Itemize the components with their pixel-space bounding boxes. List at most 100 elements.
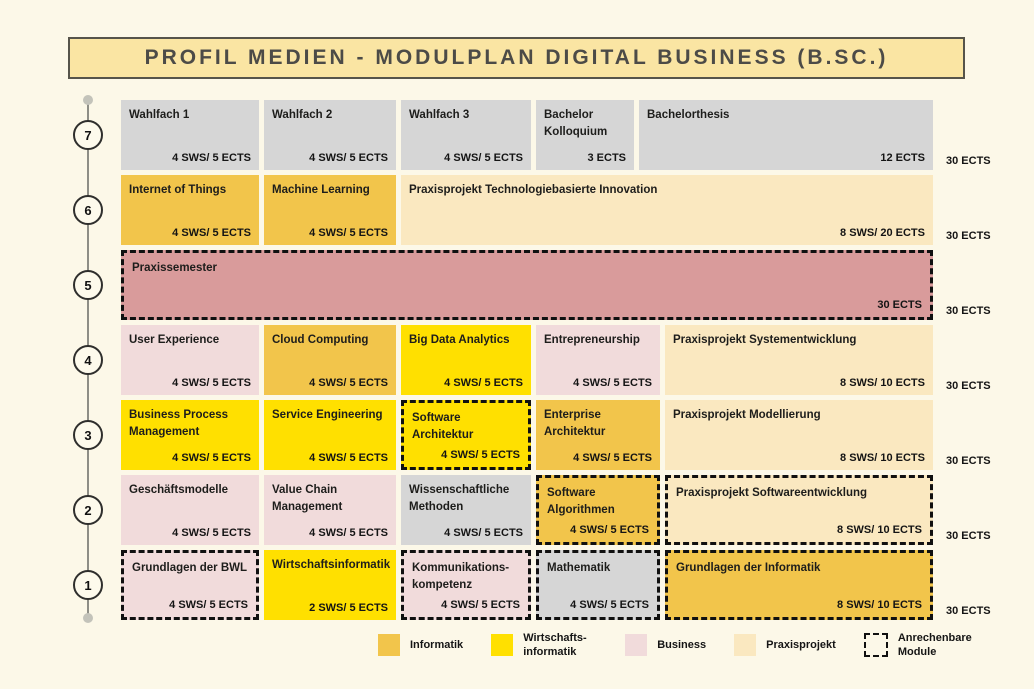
module-credits: 8 SWS/ 10 ECTS (840, 377, 925, 389)
module-title: Praxisprojekt Softwareentwicklung (676, 487, 868, 499)
title-banner: PROFIL MEDIEN - MODULPLAN DIGITAL BUSINE… (68, 37, 965, 79)
module-kommunikationskompetenz: Kommunikations-kompetenz 4 SWS/ 5 ECTS (401, 550, 531, 620)
module-title: Software Algorithmen (547, 487, 615, 516)
module-credits: 4 SWS/ 5 ECTS (444, 152, 523, 164)
module-wahlfach-1: Wahlfach 1 4 SWS/ 5 ECTS (121, 100, 259, 170)
semester-7-total: 30 ECTS (946, 155, 991, 167)
semester-row-7: Wahlfach 1 4 SWS/ 5 ECTS Wahlfach 2 4 SW… (121, 100, 933, 170)
module-title: Grundlagen der Informatik (676, 562, 821, 574)
module-wahlfach-2: Wahlfach 2 4 SWS/ 5 ECTS (264, 100, 396, 170)
wirtschaftsinformatik-swatch-icon (491, 634, 514, 657)
legend-item-wirtschaftsinformatik: Wirtschafts- informatik (491, 631, 597, 660)
module-machine-learning: Machine Learning 4 SWS/ 5 ECTS (264, 175, 396, 245)
module-title: Bachelor Kolloquium (544, 109, 608, 138)
semester-marker-4: 4 (73, 345, 103, 375)
module-credits: 3 ECTS (587, 152, 626, 164)
module-title: User Experience (129, 334, 220, 346)
module-credits: 4 SWS/ 5 ECTS (172, 452, 251, 464)
anrechenbare-module-swatch-icon (863, 633, 888, 658)
semester-marker-1: 1 (73, 570, 103, 600)
semester-row-1: Grundlagen der BWL 4 SWS/ 5 ECTS Wirtsch… (121, 550, 933, 620)
semester-row-2: Geschäftsmodelle 4 SWS/ 5 ECTS Value Cha… (121, 475, 933, 545)
legend-label: Informatik (410, 639, 464, 652)
legend-item-informatik: Informatik (378, 634, 464, 657)
module-title: Value Chain Management (272, 484, 343, 513)
module-credits: 4 SWS/ 5 ECTS (444, 377, 523, 389)
semester-3-total: 30 ECTS (946, 455, 991, 467)
module-entrepreneurship: Entrepreneurship 4 SWS/ 5 ECTS (536, 325, 660, 395)
module-geschaeftsmodelle: Geschäftsmodelle 4 SWS/ 5 ECTS (121, 475, 259, 545)
module-title: Praxisprojekt Technologiebasierte Innova… (409, 184, 658, 196)
module-credits: 4 SWS/ 5 ECTS (441, 599, 520, 611)
module-title: Cloud Computing (272, 334, 369, 346)
legend-item-praxisprojekt: Praxisprojekt (734, 634, 836, 657)
module-wissenschaftliche-methoden: Wissenschaftliche Methoden 4 SWS/ 5 ECTS (401, 475, 531, 545)
module-credits: 12 ECTS (880, 152, 925, 164)
module-grid: Wahlfach 1 4 SWS/ 5 ECTS Wahlfach 2 4 SW… (121, 100, 933, 625)
module-bachelorthesis: Bachelorthesis 12 ECTS (639, 100, 933, 170)
semester-row-3: Business Process Management 4 SWS/ 5 ECT… (121, 400, 933, 470)
module-title: Internet of Things (129, 184, 227, 196)
module-credits: 4 SWS/ 5 ECTS (309, 377, 388, 389)
page-title: PROFIL MEDIEN - MODULPLAN DIGITAL BUSINE… (144, 46, 889, 69)
module-software-algorithmen: Software Algorithmen 4 SWS/ 5 ECTS (536, 475, 660, 545)
business-swatch-icon (625, 634, 648, 657)
module-credits: 4 SWS/ 5 ECTS (172, 527, 251, 539)
semester-marker-3: 3 (73, 420, 103, 450)
module-credits: 4 SWS/ 5 ECTS (441, 449, 520, 461)
semester-row-5: Praxissemester 30 ECTS (121, 250, 933, 320)
module-title: Big Data Analytics (409, 334, 510, 346)
module-credits: 4 SWS/ 5 ECTS (570, 599, 649, 611)
module-title: Enterprise Architektur (544, 409, 606, 438)
semester-marker-2: 2 (73, 495, 103, 525)
module-title: Machine Learning (272, 184, 370, 196)
legend-item-anrechenbare-module: Anrechenbare Module (863, 631, 984, 660)
module-praxisprojekt-systementwicklung: Praxisprojekt Systementwicklung 8 SWS/ 1… (665, 325, 933, 395)
informatik-swatch-icon (378, 634, 400, 657)
module-credits: 4 SWS/ 5 ECTS (309, 527, 388, 539)
semester-marker-5: 5 (73, 270, 103, 300)
module-title: Praxissemester (132, 262, 218, 274)
module-credits: 4 SWS/ 5 ECTS (444, 527, 523, 539)
module-credits: 4 SWS/ 5 ECTS (309, 152, 388, 164)
legend: Informatik Wirtschafts- informatik Busin… (378, 631, 984, 660)
module-wirtschaftsinformatik: Wirtschaftsinformatik 2 SWS/ 5 ECTS (264, 550, 396, 620)
module-business-process-management: Business Process Management 4 SWS/ 5 ECT… (121, 400, 259, 470)
module-credits: 4 SWS/ 5 ECTS (172, 377, 251, 389)
semester-marker-7: 7 (73, 120, 103, 150)
module-title: Mathematik (547, 562, 611, 574)
module-credits: 8 SWS/ 10 ECTS (840, 452, 925, 464)
module-credits: 8 SWS/ 20 ECTS (840, 227, 925, 239)
module-title: Business Process Management (129, 409, 229, 438)
semester-6-total: 30 ECTS (946, 230, 991, 242)
module-credits: 4 SWS/ 5 ECTS (570, 524, 649, 536)
module-credits: 4 SWS/ 5 ECTS (172, 152, 251, 164)
module-credits: 8 SWS/ 10 ECTS (837, 524, 922, 536)
module-credits: 4 SWS/ 5 ECTS (573, 452, 652, 464)
module-cloud-computing: Cloud Computing 4 SWS/ 5 ECTS (264, 325, 396, 395)
semester-1-total: 30 ECTS (946, 605, 991, 617)
module-praxissemester: Praxissemester 30 ECTS (121, 250, 933, 320)
module-bachelor-kolloquium: Bachelor Kolloquium 3 ECTS (536, 100, 634, 170)
semester-row-6: Internet of Things 4 SWS/ 5 ECTS Machine… (121, 175, 933, 245)
module-credits: 4 SWS/ 5 ECTS (169, 599, 248, 611)
module-title: Geschäftsmodelle (129, 484, 229, 496)
timeline-end-dot (83, 613, 93, 623)
module-title: Software Architektur (412, 412, 474, 441)
module-title: Entrepreneurship (544, 334, 640, 346)
module-big-data-analytics: Big Data Analytics 4 SWS/ 5 ECTS (401, 325, 531, 395)
module-title: Wahlfach 3 (409, 109, 470, 121)
module-service-engineering: Service Engineering 4 SWS/ 5 ECTS (264, 400, 396, 470)
module-title: Wahlfach 1 (129, 109, 190, 121)
module-software-architektur: Software Architektur 4 SWS/ 5 ECTS (401, 400, 531, 470)
module-title: Bachelorthesis (647, 109, 730, 121)
module-title: Kommunikations-kompetenz (412, 562, 510, 591)
module-title: Grundlagen der BWL (132, 562, 247, 574)
module-value-chain-management: Value Chain Management 4 SWS/ 5 ECTS (264, 475, 396, 545)
semester-2-total: 30 ECTS (946, 530, 991, 542)
legend-label: Anrechenbare Module (897, 632, 972, 659)
timeline-start-dot (83, 95, 93, 105)
semester-marker-6: 6 (73, 195, 103, 225)
module-title: Praxisprojekt Systementwicklung (673, 334, 857, 346)
